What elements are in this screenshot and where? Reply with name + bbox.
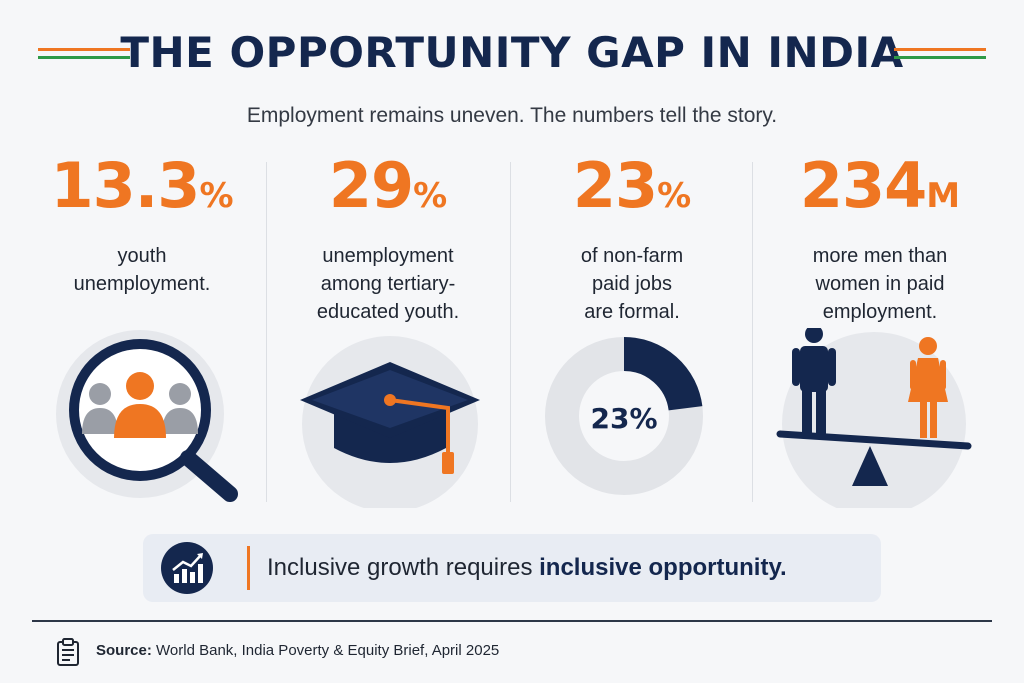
flag-stripes-left xyxy=(38,48,130,59)
column-divider xyxy=(752,162,753,502)
title-row: THE OPPORTUNITY GAP IN INDIA xyxy=(0,26,1024,86)
stat-number: 234 xyxy=(799,149,927,222)
stat-unit: M xyxy=(926,176,961,216)
gender-scale-icon xyxy=(770,325,990,516)
stat-value: 234M xyxy=(770,150,990,232)
banner-text-normal: Inclusive growth requires xyxy=(267,554,540,581)
column-divider xyxy=(266,162,267,502)
stat-description: unemployment among tertiary- educated yo… xyxy=(278,242,498,326)
stat-unit: % xyxy=(413,176,448,216)
stat-desc-line: are formal. xyxy=(584,301,680,323)
source-text: Source: World Bank, India Poverty & Equi… xyxy=(96,642,499,659)
stat-desc-line: employment. xyxy=(822,301,938,323)
stat-desc-line: unemployment xyxy=(322,245,454,267)
stat-desc-line: paid jobs xyxy=(591,273,673,295)
stat-value: 29% xyxy=(278,150,498,232)
stat-unit: % xyxy=(199,176,234,216)
source-label: Source: xyxy=(96,642,152,659)
stat-value: 23% xyxy=(522,150,742,232)
formal-jobs-arc xyxy=(623,337,703,412)
footer-divider xyxy=(32,620,992,622)
growth-chart-icon xyxy=(161,542,213,594)
page-subtitle: Employment remains uneven. The numbers t… xyxy=(246,104,778,127)
source-citation: World Bank, India Poverty & Equity Brief… xyxy=(151,642,500,659)
stat-desc-line: women in paid xyxy=(815,273,945,295)
donut-label: 23% xyxy=(590,402,657,435)
stat-educated-unemployment: 29% unemployment among tertiary- educate… xyxy=(278,150,498,326)
stat-description: of non-farm paid jobs are formal. xyxy=(522,242,742,326)
stat-desc-line: of non-farm xyxy=(580,245,684,267)
stat-number: 13.3 xyxy=(50,149,200,222)
stat-number: 29 xyxy=(328,149,414,222)
column-divider xyxy=(510,162,511,502)
clipboard-icon xyxy=(57,638,79,666)
magnifier-people-icon xyxy=(32,328,252,508)
message-banner: Inclusive growth requires inclusive oppo… xyxy=(143,534,881,602)
flag-stripes-right xyxy=(894,48,986,59)
banner-text-bold: inclusive opportunity. xyxy=(539,554,787,581)
stat-desc-line: more men than xyxy=(812,245,948,267)
stat-youth-unemployment: 13.3% youth unemployment. xyxy=(32,150,252,298)
banner-message: Inclusive growth requires inclusive oppo… xyxy=(267,554,787,582)
stat-desc-line: unemployment. xyxy=(73,273,211,295)
stat-description: youth unemployment. xyxy=(32,242,252,298)
stat-value: 13.3% xyxy=(32,150,252,232)
page-title: THE OPPORTUNITY GAP IN INDIA xyxy=(120,28,904,77)
stat-desc-line: among tertiary- xyxy=(320,273,456,295)
stat-gender-gap: 234M more men than women in paid employm… xyxy=(770,150,990,326)
stat-formal-jobs: 23% of non-farm paid jobs are formal. xyxy=(522,150,742,326)
stat-description: more men than women in paid employment. xyxy=(770,242,990,326)
graduation-cap-icon xyxy=(278,328,498,512)
donut-chart-icon: 23% xyxy=(522,328,742,508)
stat-desc-line: educated youth. xyxy=(316,301,460,323)
stat-unit: % xyxy=(657,176,692,216)
stat-number: 23 xyxy=(572,149,658,222)
banner-separator xyxy=(247,546,250,590)
stat-desc-line: youth xyxy=(117,245,167,267)
